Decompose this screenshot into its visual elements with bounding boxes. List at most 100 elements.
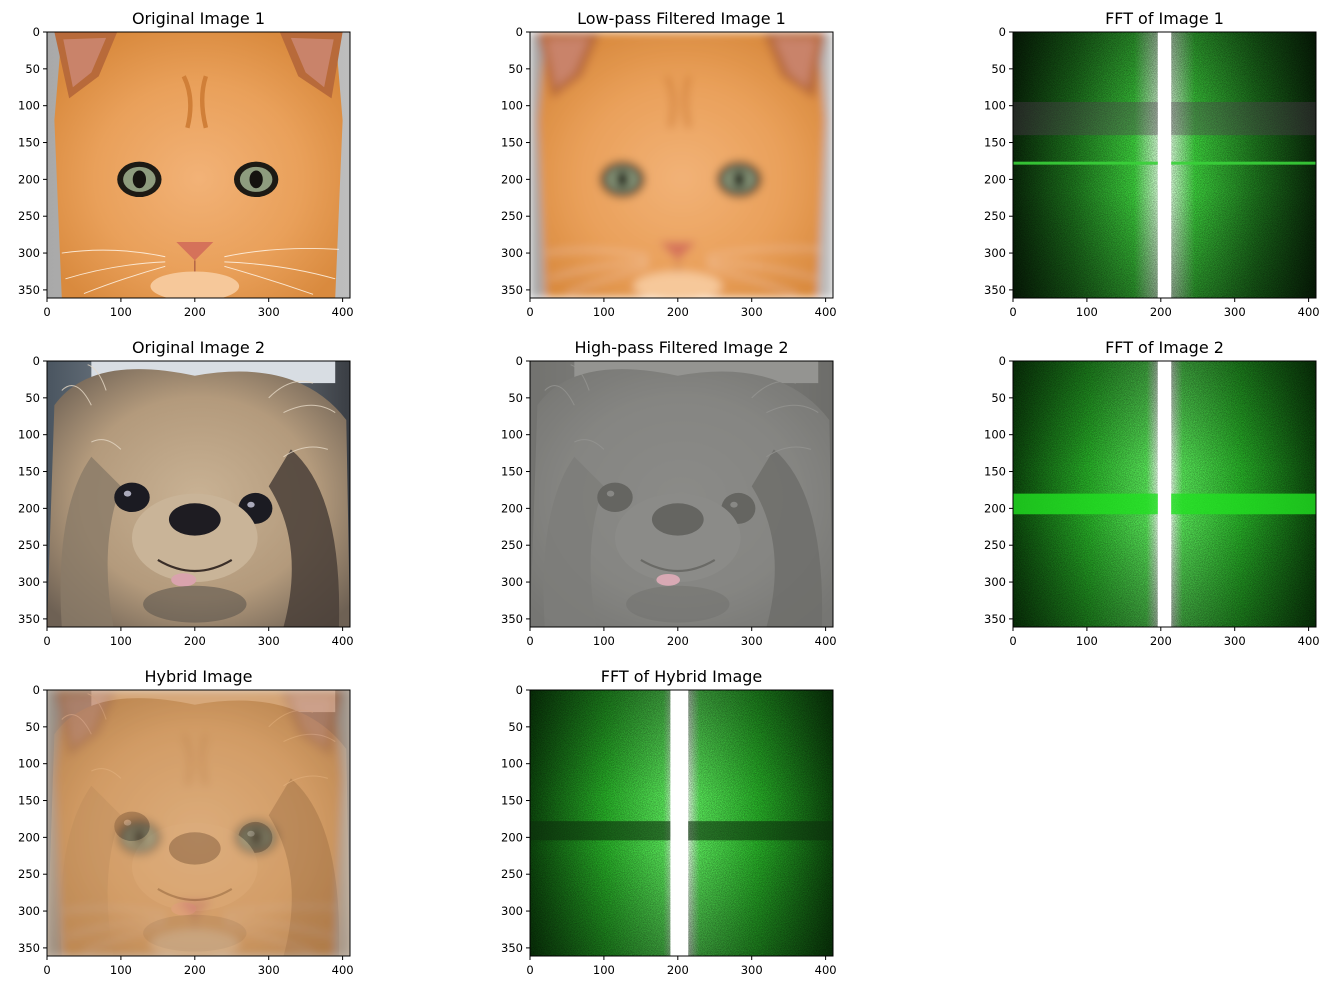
- y-tick-label: 150: [501, 794, 523, 808]
- x-tick-label: 200: [667, 305, 689, 319]
- x-tick-label: 300: [741, 963, 763, 977]
- y-tick-label: 150: [501, 465, 523, 479]
- y-tick-label: 50: [25, 62, 40, 76]
- y-tick-label: 0: [999, 25, 1006, 39]
- y-tick-label: 50: [991, 62, 1006, 76]
- panel-title: Hybrid Image: [144, 667, 252, 686]
- panel-title: FFT of Image 1: [1105, 9, 1224, 28]
- y-tick-label: 250: [18, 209, 40, 223]
- x-tick-label: 0: [526, 963, 533, 977]
- y-tick-label: 100: [18, 99, 40, 113]
- fft-image-1-panel: FFT of Image 1 0 100 200 300 400 0 50 100 150 200 2…: [984, 9, 1320, 319]
- y-tick-label: 150: [18, 794, 40, 808]
- y-tick-label: 250: [501, 867, 523, 881]
- axes-frame: [46, 360, 351, 628]
- panel-title: FFT of Image 2: [1105, 338, 1224, 357]
- y-tick-label: 350: [18, 283, 40, 297]
- fft-image-2-panel: FFT of Image 2 0 100 200 300 400 0 50 100 150 200 2…: [984, 338, 1320, 648]
- x-tick-label: 200: [1150, 634, 1172, 648]
- y-tick-label: 100: [501, 757, 523, 771]
- y-tick-label: 150: [984, 465, 1006, 479]
- x-tick-label: 100: [593, 305, 615, 319]
- x-tick-label: 0: [43, 305, 50, 319]
- original-image-1-panel: Original Image 1 0 100 200 300 400 0 50 100 150 20…: [18, 9, 354, 319]
- y-tick-label: 250: [501, 209, 523, 223]
- high-pass-image-2-panel: High-pass Filtered Image 2 0 100 200 300 400 0…: [501, 338, 837, 648]
- axes-frame: [529, 31, 834, 299]
- x-tick-label: 0: [1009, 634, 1016, 648]
- y-tick-label: 50: [508, 391, 523, 405]
- y-tick-label: 250: [984, 538, 1006, 552]
- axes-frame: [46, 31, 351, 299]
- x-tick-label: 0: [43, 963, 50, 977]
- y-tick-label: 350: [18, 941, 40, 955]
- y-tick-label: 350: [18, 612, 40, 626]
- y-tick-label: 200: [18, 501, 40, 515]
- x-tick-label: 300: [258, 963, 280, 977]
- axes-frame: [529, 360, 834, 628]
- x-tick-label: 200: [667, 634, 689, 648]
- x-tick-label: 100: [1076, 634, 1098, 648]
- panel-title: Low-pass Filtered Image 1: [577, 9, 786, 28]
- x-tick-label: 300: [258, 305, 280, 319]
- y-tick-label: 100: [984, 428, 1006, 442]
- x-tick-label: 100: [110, 305, 132, 319]
- y-tick-label: 200: [984, 172, 1006, 186]
- y-tick-label: 0: [516, 25, 523, 39]
- x-tick-label: 300: [1224, 305, 1246, 319]
- y-tick-label: 300: [18, 246, 40, 260]
- y-tick-label: 200: [18, 830, 40, 844]
- y-tick-label: 150: [18, 136, 40, 150]
- y-tick-label: 100: [501, 99, 523, 113]
- y-tick-label: 150: [984, 136, 1006, 150]
- y-tick-label: 50: [25, 391, 40, 405]
- x-tick-label: 100: [593, 634, 615, 648]
- y-tick-label: 250: [18, 538, 40, 552]
- hybrid-image-panel: Hybrid Image 0 100 200 300 400 0 50 100 150 200 250…: [18, 667, 354, 977]
- y-tick-label: 350: [501, 941, 523, 955]
- y-tick-label: 350: [984, 283, 1006, 297]
- fft-hybrid-image-panel: FFT of Hybrid Image 0 100 200 300 400 0 50 100 15…: [501, 667, 837, 977]
- x-tick-label: 200: [184, 963, 206, 977]
- x-tick-label: 400: [815, 305, 837, 319]
- x-tick-label: 400: [332, 963, 354, 977]
- x-tick-label: 300: [258, 634, 280, 648]
- panel-image: [1013, 361, 1316, 627]
- panels-layer: Original Image 1 0 100 200 300 400 0 50 100 150 20…: [18, 9, 1320, 977]
- panel-title: FFT of Hybrid Image: [601, 667, 763, 686]
- y-tick-label: 50: [25, 720, 40, 734]
- panel-image: [530, 690, 833, 956]
- panel-image: [530, 361, 833, 627]
- y-tick-label: 0: [999, 354, 1006, 368]
- x-tick-label: 200: [667, 963, 689, 977]
- x-tick-label: 0: [1009, 305, 1016, 319]
- y-tick-label: 200: [501, 172, 523, 186]
- panel-title: Original Image 2: [132, 338, 265, 357]
- x-tick-label: 400: [815, 634, 837, 648]
- x-tick-label: 0: [526, 634, 533, 648]
- x-tick-label: 100: [1076, 305, 1098, 319]
- panel-title: Original Image 1: [132, 9, 265, 28]
- y-tick-label: 200: [18, 172, 40, 186]
- y-tick-label: 300: [501, 575, 523, 589]
- panel-image: [47, 361, 350, 627]
- y-tick-label: 100: [501, 428, 523, 442]
- y-tick-label: 250: [984, 209, 1006, 223]
- axes-frame: [1012, 360, 1317, 628]
- y-tick-label: 300: [984, 246, 1006, 260]
- x-tick-label: 400: [1298, 305, 1320, 319]
- y-tick-label: 350: [501, 283, 523, 297]
- x-tick-label: 0: [43, 634, 50, 648]
- original-image-2-panel: Original Image 2 0 100 200 300 400 0 50 100 150 20…: [18, 338, 354, 648]
- panel-title: High-pass Filtered Image 2: [575, 338, 789, 357]
- panel-image: [47, 32, 350, 301]
- y-tick-label: 350: [984, 612, 1006, 626]
- x-tick-label: 400: [332, 305, 354, 319]
- y-tick-label: 50: [991, 391, 1006, 405]
- y-tick-label: 100: [984, 99, 1006, 113]
- y-tick-label: 100: [18, 428, 40, 442]
- y-tick-label: 200: [984, 501, 1006, 515]
- y-tick-label: 0: [33, 354, 40, 368]
- y-tick-label: 250: [501, 538, 523, 552]
